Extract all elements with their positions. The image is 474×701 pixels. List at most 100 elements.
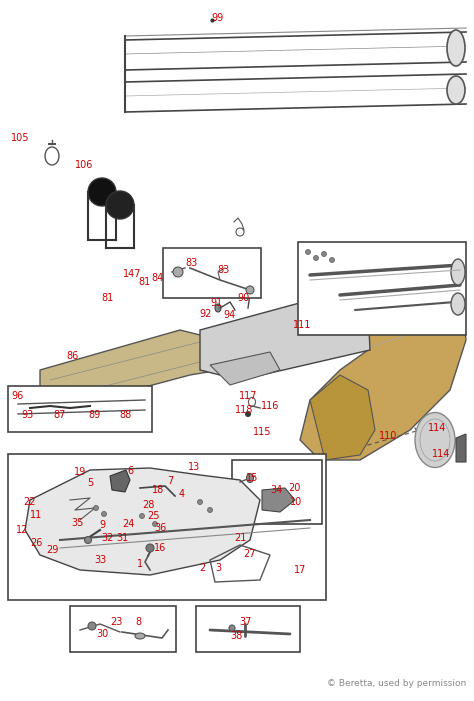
Polygon shape [110, 470, 130, 492]
Text: 114: 114 [428, 423, 446, 433]
Text: 20: 20 [288, 483, 300, 493]
Text: 87: 87 [54, 410, 66, 420]
Text: 117: 117 [239, 391, 257, 401]
Ellipse shape [135, 633, 145, 639]
Text: 36: 36 [154, 523, 166, 533]
Polygon shape [262, 488, 295, 512]
Text: 83: 83 [218, 265, 230, 275]
Text: 147: 147 [123, 269, 141, 279]
Text: 110: 110 [379, 431, 397, 441]
Bar [232, 460, 322, 524]
Polygon shape [210, 352, 280, 385]
Text: 30: 30 [96, 629, 108, 639]
Ellipse shape [321, 252, 327, 257]
Polygon shape [25, 468, 260, 575]
Text: 33: 33 [94, 555, 106, 565]
Text: 19: 19 [74, 467, 86, 477]
Text: 34: 34 [270, 485, 282, 495]
Ellipse shape [215, 304, 221, 312]
Text: 15: 15 [246, 473, 258, 483]
Text: 90: 90 [238, 293, 250, 303]
Text: 38: 38 [230, 631, 242, 641]
Bar [298, 242, 466, 335]
Text: 118: 118 [235, 405, 253, 415]
Ellipse shape [229, 625, 235, 631]
Text: 3: 3 [215, 563, 221, 573]
Text: 6: 6 [127, 466, 133, 476]
Text: 27: 27 [244, 549, 256, 559]
Ellipse shape [306, 250, 310, 254]
Text: 81: 81 [139, 277, 151, 287]
Ellipse shape [447, 76, 465, 104]
Text: 114: 114 [432, 449, 450, 459]
Bar [8, 386, 152, 432]
Ellipse shape [106, 191, 134, 219]
Ellipse shape [93, 505, 99, 510]
Ellipse shape [451, 259, 465, 285]
Ellipse shape [208, 508, 212, 512]
Text: 2: 2 [199, 563, 205, 573]
Text: 9: 9 [99, 520, 105, 530]
Text: 18: 18 [152, 485, 164, 495]
Ellipse shape [329, 257, 335, 262]
Ellipse shape [198, 500, 202, 505]
Text: 32: 32 [102, 533, 114, 543]
Bar [196, 606, 300, 652]
Text: 35: 35 [72, 518, 84, 528]
Text: 115: 115 [253, 427, 271, 437]
Text: 88: 88 [120, 410, 132, 420]
Text: 24: 24 [122, 519, 134, 529]
Text: 37: 37 [240, 617, 252, 627]
Text: 83: 83 [186, 258, 198, 268]
Ellipse shape [246, 411, 250, 416]
Bar [70, 606, 176, 652]
Text: 116: 116 [261, 401, 279, 411]
Ellipse shape [84, 536, 91, 543]
Text: 92: 92 [200, 309, 212, 319]
Bar [8, 454, 326, 600]
Ellipse shape [246, 286, 254, 294]
Text: 25: 25 [148, 511, 160, 521]
Text: 93: 93 [22, 410, 34, 420]
Ellipse shape [88, 622, 96, 630]
Text: 11: 11 [30, 510, 42, 520]
Text: 105: 105 [11, 133, 29, 143]
Text: 13: 13 [188, 462, 200, 472]
Ellipse shape [101, 512, 107, 517]
Text: 106: 106 [75, 160, 93, 170]
Text: 31: 31 [116, 533, 128, 543]
Ellipse shape [246, 473, 254, 482]
Text: 86: 86 [67, 351, 79, 361]
Text: 94: 94 [224, 310, 236, 320]
Text: 84: 84 [152, 273, 164, 283]
Polygon shape [310, 375, 375, 460]
Ellipse shape [139, 514, 145, 519]
Text: 17: 17 [294, 565, 306, 575]
Ellipse shape [88, 178, 116, 206]
Text: 96: 96 [12, 391, 24, 401]
Ellipse shape [313, 255, 319, 261]
Text: 8: 8 [135, 617, 141, 627]
Text: 22: 22 [24, 497, 36, 507]
Text: 23: 23 [110, 617, 122, 627]
Text: 89: 89 [89, 410, 101, 420]
Text: © Beretta, used by permission: © Beretta, used by permission [327, 679, 466, 688]
Text: 29: 29 [46, 545, 58, 555]
Ellipse shape [173, 267, 183, 277]
Text: 4: 4 [179, 489, 185, 499]
Polygon shape [200, 292, 370, 380]
Ellipse shape [153, 522, 157, 526]
Text: 26: 26 [30, 538, 42, 548]
Bar [163, 248, 261, 298]
Text: 99: 99 [212, 13, 224, 23]
Ellipse shape [146, 544, 154, 552]
Text: 7: 7 [167, 476, 173, 486]
Polygon shape [456, 434, 466, 462]
Text: 91: 91 [211, 298, 223, 308]
Text: 111: 111 [293, 320, 311, 330]
Text: 21: 21 [234, 533, 246, 543]
Ellipse shape [451, 293, 465, 315]
Text: 12: 12 [16, 525, 28, 535]
Text: 10: 10 [290, 497, 302, 507]
Text: 16: 16 [154, 543, 166, 553]
